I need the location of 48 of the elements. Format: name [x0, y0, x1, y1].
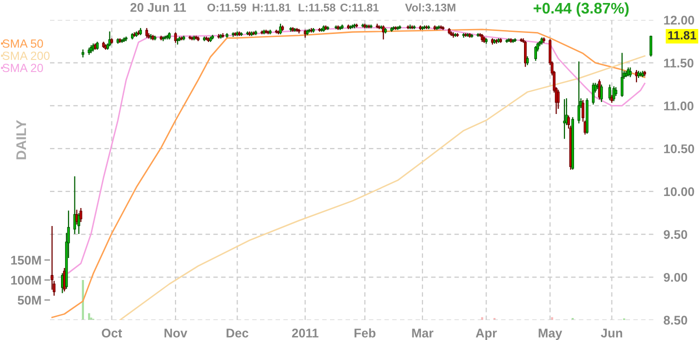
candlestick: [80, 208, 82, 222]
text: H:11.81: [252, 4, 291, 12]
y2-axis-title: DAILY: [16, 120, 26, 160]
y-tick-label: 10.50: [664, 144, 694, 154]
y-tick-label: 11.00: [664, 102, 694, 110]
y-tick-label: 8.50: [664, 316, 688, 325]
y2-tick-label: 50M: [18, 296, 41, 305]
legend-label: SMA 20: [2, 64, 43, 72]
candlestick: [600, 84, 603, 102]
line-series: [68, 27, 646, 274]
candlestick: [534, 46, 537, 61]
candlestick: [174, 32, 177, 43]
y-tick-label: 12.00: [664, 16, 694, 25]
y-tick-label: 9.00: [664, 272, 688, 282]
line-series: [51, 28, 646, 318]
x-tick-label: Mar: [412, 328, 434, 338]
x-tick-label: Oct: [102, 328, 122, 338]
y-tick-label: 9.50: [664, 230, 688, 239]
bar: [481, 317, 484, 320]
x-tick-label: Apr: [476, 328, 497, 340]
text: C:11.81: [340, 4, 379, 12]
y-tick-label: 11.50: [664, 58, 694, 68]
y2-tick-label: 100M: [11, 276, 41, 285]
legend-label: SMA 200: [2, 52, 50, 60]
candlestick: [279, 24, 282, 34]
bar: [551, 317, 554, 320]
legend-label: SMA 50: [2, 39, 43, 48]
candlestick: [620, 52, 624, 97]
y-tick-label: 10.00: [664, 187, 694, 196]
text: L:11.58: [298, 4, 336, 12]
x-tick-label: Nov: [164, 328, 188, 338]
text: O:11.59: [207, 4, 246, 12]
text: Vol:3.13M: [405, 3, 456, 12]
chart-title: 20 Jun 11: [130, 3, 186, 12]
candlestick: [608, 84, 612, 100]
x-tick-label: Dec: [226, 328, 248, 338]
x-tick-label: Feb: [354, 328, 376, 338]
candlestick: [563, 99, 566, 139]
candlestick: [164, 36, 167, 40]
candlestick: [650, 36, 652, 57]
x-tick-label: Jun: [600, 328, 622, 338]
line-series: [119, 55, 646, 320]
annotation: 11.81: [668, 31, 696, 40]
chart-subtitle: +0.44 (3.87%): [534, 2, 629, 17]
x-tick-label: 2011: [292, 328, 318, 338]
bar: [88, 313, 90, 320]
x-tick-label: May: [538, 328, 562, 340]
y2-tick-label: 150M: [11, 256, 41, 265]
